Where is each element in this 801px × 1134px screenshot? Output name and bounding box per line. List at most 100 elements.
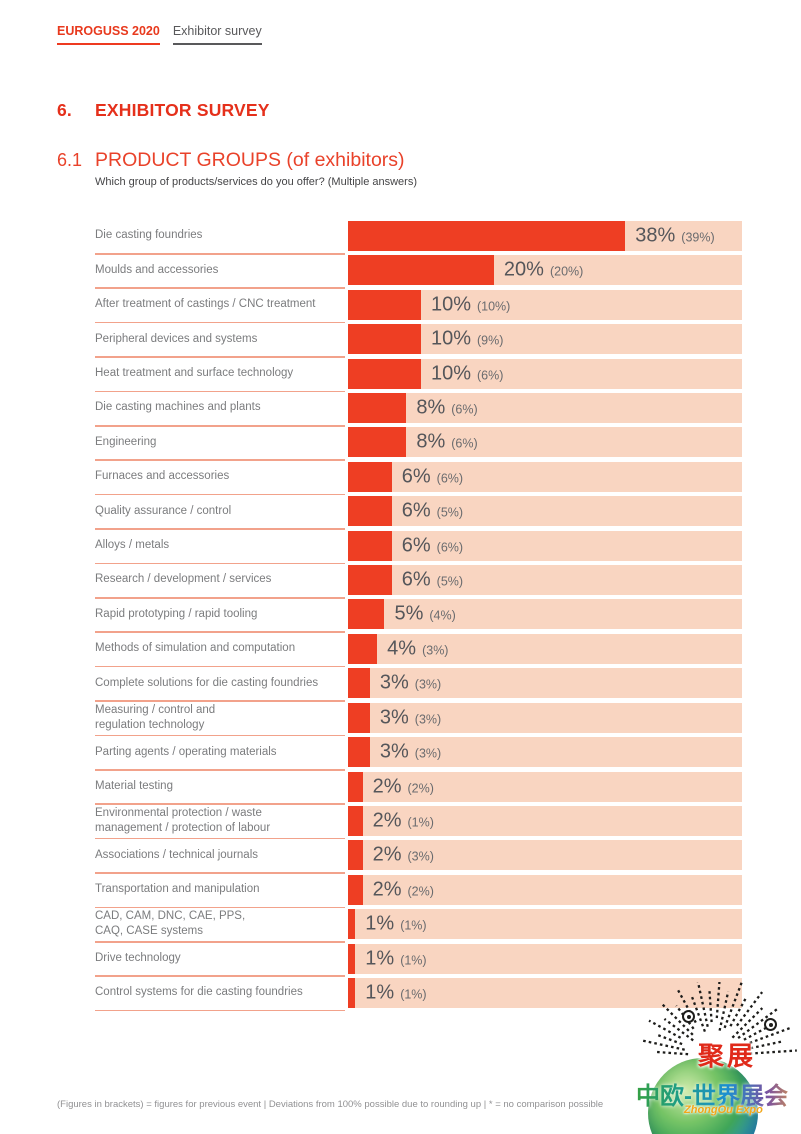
row-label: Control systems for die casting foundrie… <box>95 978 345 1012</box>
section-heading: 6. EXHIBITOR SURVEY <box>57 100 270 121</box>
bar-track: 3% (3%) <box>348 702 742 733</box>
chart-row: Heat treatment and surface technology 10… <box>95 358 742 393</box>
value-label: 6% <box>401 465 431 488</box>
subsection-heading: 6.1 PRODUCT GROUPS (of exhibitors) <box>57 149 405 172</box>
row-label: Drive technology <box>95 944 345 978</box>
chart-row: Quality assurance / control 6% (5%) <box>95 496 742 530</box>
prev-value-label: (6%) <box>476 368 504 383</box>
bar <box>348 909 356 940</box>
bar <box>348 427 407 458</box>
prev-value-label: (6%) <box>436 540 464 555</box>
bar <box>348 530 392 561</box>
chart-row: Engineering 8% (6%) <box>95 427 742 461</box>
value-group: 10% (6%) <box>431 362 503 385</box>
row-separator <box>95 700 345 702</box>
bar <box>348 496 392 527</box>
chart-row: Control systems for die casting foundrie… <box>95 977 742 1012</box>
value-group: 20% (20%) <box>504 259 583 282</box>
prev-value-label: (3%) <box>414 746 442 761</box>
row-separator <box>95 631 345 633</box>
bar-track: 2% (3%) <box>348 840 742 871</box>
chart-row: Drive technology 1% (1%) <box>95 943 742 978</box>
prev-value-label: (9%) <box>476 333 504 348</box>
row-separator <box>95 665 345 668</box>
value-label: 38% <box>635 224 676 247</box>
value-label: 2% <box>372 775 402 797</box>
row-label: After treatment of castings / CNC treatm… <box>95 290 345 324</box>
row-label: Heat treatment and surface technology <box>95 359 345 393</box>
bar-track: 3% (3%) <box>348 737 742 768</box>
row-separator <box>95 975 345 978</box>
row-separator <box>95 459 345 461</box>
prev-value-label: (2%) <box>407 781 434 795</box>
value-group: 10% (9%) <box>431 328 503 351</box>
prev-value-label: (1%) <box>400 953 427 968</box>
row-label: Parting agents / operating materials <box>95 737 345 771</box>
row-label: Associations / technical journals <box>95 840 345 874</box>
row-separator <box>95 493 345 496</box>
value-group: 6% (5%) <box>402 569 463 592</box>
page-header: EUROGUSS 2020 Exhibitor survey <box>57 24 262 45</box>
row-label: CAD, CAM, DNC, CAE, PPS, CAQ, CASE system… <box>95 909 345 943</box>
value-label: 2% <box>372 809 402 832</box>
chart-row: Alloys / metals 6% (6%) <box>95 530 742 565</box>
row-separator <box>95 424 345 427</box>
row-separator <box>95 941 345 943</box>
value-label: 4% <box>387 637 417 660</box>
bar-track: 10% (6%) <box>348 358 742 389</box>
value-group: 3% (3%) <box>380 706 441 729</box>
chart-row: CAD, CAM, DNC, CAE, PPS, CAQ, CASE system… <box>95 909 742 943</box>
row-label: Engineering <box>95 427 345 461</box>
chart-row: Moulds and accessories 20% (20%) <box>95 255 742 289</box>
row-separator <box>95 872 345 874</box>
chart-row: Transportation and manipulation 2% (2%) <box>95 874 742 909</box>
row-separator <box>95 734 345 737</box>
value-label: 5% <box>394 602 424 625</box>
row-label: Environmental protection / waste manageme… <box>95 806 345 840</box>
row-label: Die casting foundries <box>95 221 345 255</box>
value-group: 1% (1%) <box>365 947 426 970</box>
row-separator <box>95 906 345 909</box>
value-group: 2% (1%) <box>373 809 434 832</box>
value-label: 3% <box>379 740 409 763</box>
row-separator <box>95 252 345 255</box>
row-separator <box>95 356 345 358</box>
survey-question: Which group of products/services do you … <box>95 176 417 188</box>
prev-value-label: (6%) <box>436 471 464 486</box>
value-group: 6% (6%) <box>402 465 463 488</box>
value-group: 38% (39%) <box>635 225 714 248</box>
row-separator <box>95 287 345 289</box>
bar <box>348 255 494 286</box>
value-group: 10% (10%) <box>431 293 510 316</box>
value-label: 10% <box>430 293 471 316</box>
bar-track: 2% (2%) <box>348 771 742 802</box>
bar-track: 4% (3%) <box>348 633 742 664</box>
chart-row: Rapid prototyping / rapid tooling 5% (4%… <box>95 599 742 633</box>
chart-row: Peripheral devices and systems 10% (9%) <box>95 324 742 358</box>
row-label: Material testing <box>95 772 345 805</box>
bar-track: 20% (20%) <box>348 255 742 286</box>
value-label: 3% <box>379 706 409 729</box>
watermark: 聚展 中欧-世界展会 ZhongOu Expo <box>622 982 801 1134</box>
bar-track: 2% (1%) <box>348 805 742 836</box>
value-label: 8% <box>416 430 446 453</box>
value-label: 1% <box>365 947 395 970</box>
value-label: 2% <box>372 878 402 901</box>
value-label: 6% <box>401 568 431 591</box>
bar <box>348 702 370 733</box>
chart-row: Measuring / control and regulation techno… <box>95 702 742 737</box>
bar <box>348 943 356 974</box>
bar-track: 1% (1%) <box>348 977 742 1008</box>
row-label: Complete solutions for die casting found… <box>95 668 345 702</box>
row-label: Die casting machines and plants <box>95 393 345 427</box>
value-group: 1% (1%) <box>365 981 426 1004</box>
bar-track: 38% (39%) <box>348 221 742 251</box>
prev-value-label: (10%) <box>476 299 511 314</box>
bar <box>348 771 363 802</box>
row-label: Rapid prototyping / rapid tooling <box>95 599 345 633</box>
value-label: 6% <box>401 499 431 522</box>
value-group: 2% (2%) <box>373 878 434 901</box>
bar-track: 6% (5%) <box>348 565 742 596</box>
bar-track: 8% (6%) <box>348 393 742 424</box>
subsection-title: PRODUCT GROUPS (of exhibitors) <box>95 149 405 171</box>
